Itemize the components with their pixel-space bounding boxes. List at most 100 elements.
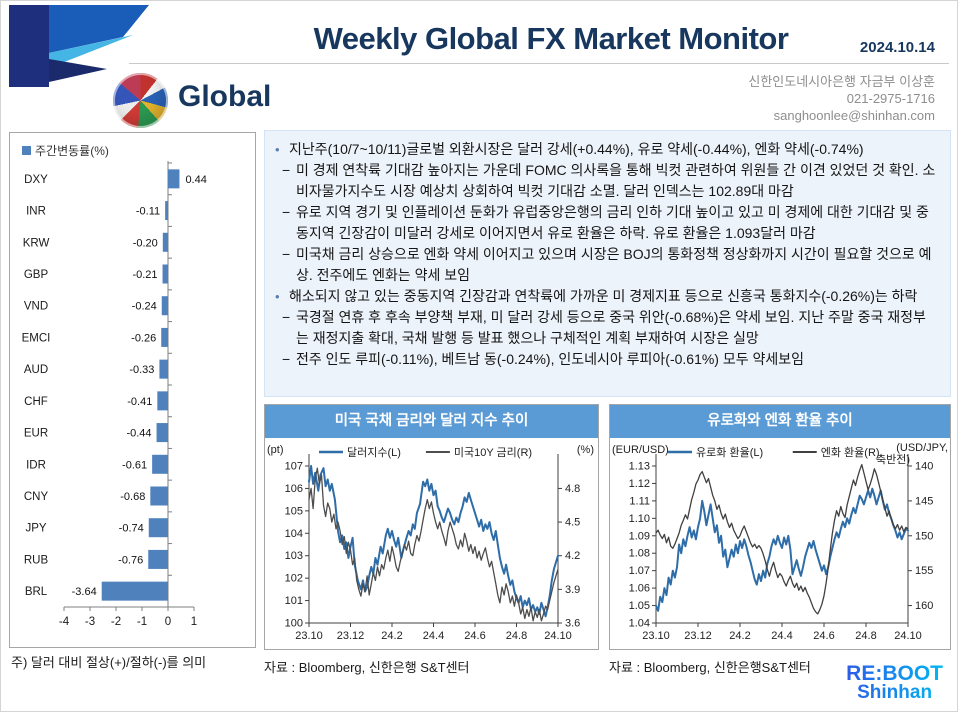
- svg-text:-3.64: -3.64: [72, 586, 97, 598]
- svg-text:-0.76: -0.76: [118, 554, 143, 566]
- svg-text:-1: -1: [137, 616, 147, 628]
- svg-text:3.9: 3.9: [565, 584, 580, 596]
- svg-text:VND: VND: [24, 301, 48, 313]
- commentary-text: 미국채 금리 상승으로 엔화 약세 이어지고 있으며 시장은 BOJ의 통화정책…: [296, 246, 932, 283]
- svg-text:0.44: 0.44: [185, 174, 206, 186]
- svg-text:(pt): (pt): [267, 444, 284, 456]
- svg-text:달러지수(L): 달러지수(L): [347, 446, 401, 459]
- bar-chart-legend: 주간변동률(%): [22, 142, 109, 159]
- svg-text:3.6: 3.6: [565, 618, 580, 630]
- svg-text:101: 101: [285, 595, 303, 607]
- commentary-text: 해소되지 않고 있는 중동지역 긴장감과 연착륙에 가까운 미 경제지표 등으로…: [289, 288, 918, 304]
- chart1-title: 미국 국채 금리와 달러 지수 추이: [265, 405, 598, 438]
- svg-text:107: 107: [285, 461, 303, 473]
- svg-text:축반전): 축반전): [876, 453, 910, 466]
- svg-text:23.10: 23.10: [295, 630, 323, 642]
- svg-text:155: 155: [915, 565, 933, 577]
- svg-text:CHF: CHF: [24, 396, 48, 408]
- svg-text:24.6: 24.6: [813, 630, 834, 642]
- commentary-item: • 해소되지 않고 있는 중동지역 긴장감과 연착륙에 가까운 미 경제지표 등으…: [275, 286, 938, 307]
- bar-chart-footnote: 주) 달러 대비 절상(+)/절하(-)를 의미: [11, 655, 207, 670]
- svg-text:(%): (%): [577, 444, 594, 456]
- svg-text:23.12: 23.12: [684, 630, 712, 642]
- svg-text:RUB: RUB: [24, 554, 49, 566]
- bullet-icon: −: [282, 204, 291, 220]
- svg-text:-0.11: -0.11: [136, 206, 160, 218]
- weekly-change-bar-chart: -4 -3 -2 -1 0 1 DXY 0.44 INR -0.11 KRW -0.20 GBP -0.2…: [22, 161, 207, 628]
- logo-dark-triangle: [49, 59, 107, 82]
- bullet-icon: −: [282, 309, 291, 325]
- svg-text:0: 0: [165, 616, 171, 628]
- svg-text:1.10: 1.10: [629, 513, 650, 525]
- svg-text:KRW: KRW: [23, 237, 50, 249]
- chart2-source: 자료 : Bloomberg, 신한은행S&T센터: [609, 660, 811, 675]
- brand-label: Global: [178, 80, 272, 113]
- bar-legend-label: 주간변동률(%): [35, 144, 109, 158]
- svg-text:104: 104: [285, 528, 303, 540]
- svg-text:24.4: 24.4: [423, 630, 444, 642]
- svg-text:-0.44: -0.44: [126, 428, 151, 440]
- svg-text:24.2: 24.2: [729, 630, 750, 642]
- shinhan-flag-logo: [9, 5, 149, 87]
- svg-text:145: 145: [915, 495, 933, 507]
- svg-text:BRL: BRL: [25, 586, 48, 598]
- svg-text:24.8: 24.8: [506, 630, 527, 642]
- logo-flag: [49, 5, 149, 53]
- svg-text:-0.26: -0.26: [131, 332, 156, 344]
- svg-text:-0.41: -0.41: [127, 396, 152, 408]
- svg-text:-2: -2: [111, 616, 121, 628]
- legend-swatch: [22, 146, 31, 155]
- commentary-item: − 미국채 금리 상승으로 엔화 약세 이어지고 있으며 시장은 BOJ의 통화정…: [275, 244, 938, 286]
- svg-text:-0.24: -0.24: [132, 301, 157, 313]
- contact-org: 신한인도네시아은행 자금부 이상훈: [748, 74, 935, 89]
- svg-text:103: 103: [285, 550, 303, 562]
- eur-jpy-line-chart: 1.13 1.12 1.11 1.10 1.09 1.08 1.07 1.06 1.05 1.04…: [612, 442, 948, 642]
- svg-text:-3: -3: [85, 616, 95, 628]
- svg-text:INR: INR: [26, 206, 46, 218]
- commentary-item: − 유로 지역 경기 및 인플레이션 둔화가 유럽중앙은행의 금리 인하 기대 높…: [275, 202, 938, 244]
- weekly-change-panel: 주간변동률(%) -4 -3 -2 -1 0 1 DXY 0.44 INR -0.11 KRW -0.…: [9, 132, 256, 648]
- svg-text:-0.33: -0.33: [129, 364, 154, 376]
- svg-text:24.4: 24.4: [771, 630, 792, 642]
- svg-text:-4: -4: [59, 616, 70, 628]
- svg-text:23.12: 23.12: [337, 630, 365, 642]
- commentary-item: − 전주 인도 루피(-0.11%), 베트남 동(-0.24%), 인도네시아 …: [275, 349, 938, 370]
- svg-text:4.8: 4.8: [565, 483, 580, 495]
- svg-text:100: 100: [285, 618, 303, 630]
- svg-text:1.11: 1.11: [629, 495, 650, 507]
- commentary-item: • 지난주(10/7~10/11)글로벌 외환시장은 달러 강세(+0.44%),…: [275, 139, 938, 160]
- market-commentary: • 지난주(10/7~10/11)글로벌 외환시장은 달러 강세(+0.44%),…: [264, 130, 951, 397]
- svg-text:140: 140: [915, 461, 933, 473]
- bullet-icon: −: [282, 162, 291, 178]
- svg-text:JPY: JPY: [25, 523, 46, 535]
- svg-text:23.10: 23.10: [642, 630, 670, 642]
- svg-text:미국10Y 금리(R): 미국10Y 금리(R): [454, 446, 532, 459]
- svg-text:-0.74: -0.74: [119, 523, 144, 535]
- chart2-title: 유로화와 엔화 환율 추이: [610, 405, 950, 438]
- bullet-icon: •: [275, 289, 280, 304]
- header-divider: [129, 63, 949, 64]
- svg-text:EUR: EUR: [24, 428, 48, 440]
- page-title: Weekly Global FX Market Monitor: [313, 21, 789, 56]
- svg-text:1: 1: [191, 616, 197, 628]
- commentary-item: − 미 경제 연착륙 기대감 높아지는 가운데 FOMC 의사록을 통해 빅컷 관…: [275, 160, 938, 202]
- svg-text:4.5: 4.5: [565, 517, 580, 529]
- svg-text:150: 150: [915, 530, 933, 542]
- contact-phone: 021-2975-1716: [846, 91, 935, 106]
- svg-text:24.2: 24.2: [381, 630, 402, 642]
- svg-text:1.04: 1.04: [629, 618, 650, 630]
- commentary-text: 미 경제 연착륙 기대감 높아지는 가운데 FOMC 의사록을 통해 빅컷 관련…: [296, 162, 936, 199]
- svg-text:DXY: DXY: [24, 174, 48, 186]
- svg-text:-0.61: -0.61: [122, 459, 147, 471]
- svg-text:106: 106: [285, 483, 303, 495]
- svg-text:EMCI: EMCI: [22, 332, 51, 344]
- commentary-item: − 국경절 연휴 후 후속 부양책 부재, 미 달러 강세 등으로 중국 위안(-…: [275, 307, 938, 349]
- svg-text:1.13: 1.13: [629, 461, 650, 473]
- svg-text:24.10: 24.10: [544, 630, 572, 642]
- svg-text:1.08: 1.08: [629, 548, 650, 560]
- contact-info: 신한인도네시아은행 자금부 이상훈 021-2975-1716 sanghoon…: [748, 73, 935, 124]
- svg-text:-0.20: -0.20: [133, 237, 158, 249]
- eur-jpy-chart-box: 유로화와 엔화 환율 추이 1.13 1.12 1.11 1.10 1.09 1.08 1.…: [609, 404, 951, 650]
- svg-text:-0.21: -0.21: [132, 269, 157, 281]
